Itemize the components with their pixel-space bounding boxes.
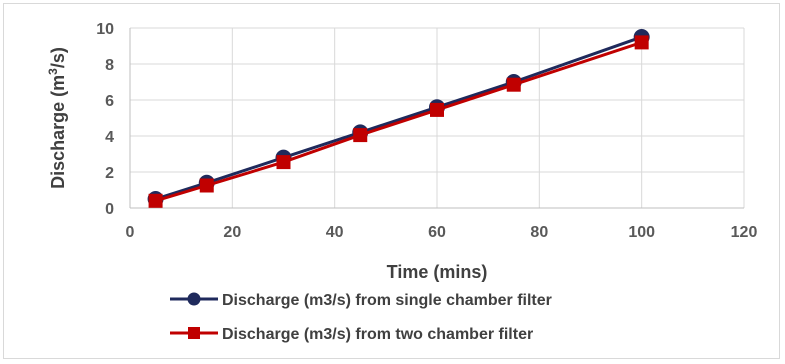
- legend: Discharge (m3/s) from single chamber fil…: [170, 292, 552, 343]
- y-tick-label: 4: [105, 129, 114, 146]
- series-line-single-chamber: [155, 35, 643, 201]
- x-tick-label: 40: [326, 224, 344, 241]
- y-tick-label: 10: [96, 21, 114, 38]
- legend-marker-circle: [187, 292, 201, 306]
- legend-item-two-chamber: Discharge (m3/s) from two chamber filter: [170, 326, 533, 343]
- legend-item-single-chamber: Discharge (m3/s) from single chamber fil…: [170, 292, 552, 309]
- x-tick-label: 60: [428, 224, 446, 241]
- chart-frame: [3, 3, 780, 359]
- x-tick-label: 100: [628, 224, 655, 241]
- x-tick-label: 120: [731, 224, 758, 241]
- data-point-two-chamber: [634, 35, 649, 50]
- y-axis-title-superscript: 3: [46, 68, 60, 75]
- x-axis-title: Time (mins): [387, 262, 488, 282]
- data-point-two-chamber: [353, 128, 368, 143]
- y-axis-title-main: Discharge (m: [48, 75, 68, 189]
- tick-labels: 0 20 40 60 80 100 120 0 2 4 6 8 10: [96, 21, 757, 241]
- y-tick-label: 6: [105, 93, 114, 110]
- data-point-two-chamber: [199, 178, 214, 193]
- legend-label-single-chamber: Discharge (m3/s) from single chamber fil…: [222, 292, 552, 309]
- data-point-two-chamber: [506, 77, 521, 92]
- y-tick-label: 8: [105, 57, 114, 74]
- x-tick-label: 0: [126, 224, 135, 241]
- legend-marker-square: [188, 327, 200, 339]
- y-tick-label: 2: [105, 165, 114, 182]
- x-tick-label: 20: [223, 224, 241, 241]
- y-tick-label: 0: [105, 201, 114, 218]
- data-point-two-chamber: [148, 193, 163, 208]
- y-axis-title: Discharge (m3/s): [46, 47, 68, 189]
- data-point-two-chamber: [430, 102, 444, 117]
- data-point-two-chamber: [276, 155, 291, 170]
- x-tick-label: 80: [530, 224, 548, 241]
- axes: [129, 28, 744, 209]
- y-axis-title-tail: /s): [48, 47, 68, 68]
- series-group: [147, 29, 650, 208]
- legend-label-two-chamber: Discharge (m3/s) from two chamber filter: [222, 326, 533, 343]
